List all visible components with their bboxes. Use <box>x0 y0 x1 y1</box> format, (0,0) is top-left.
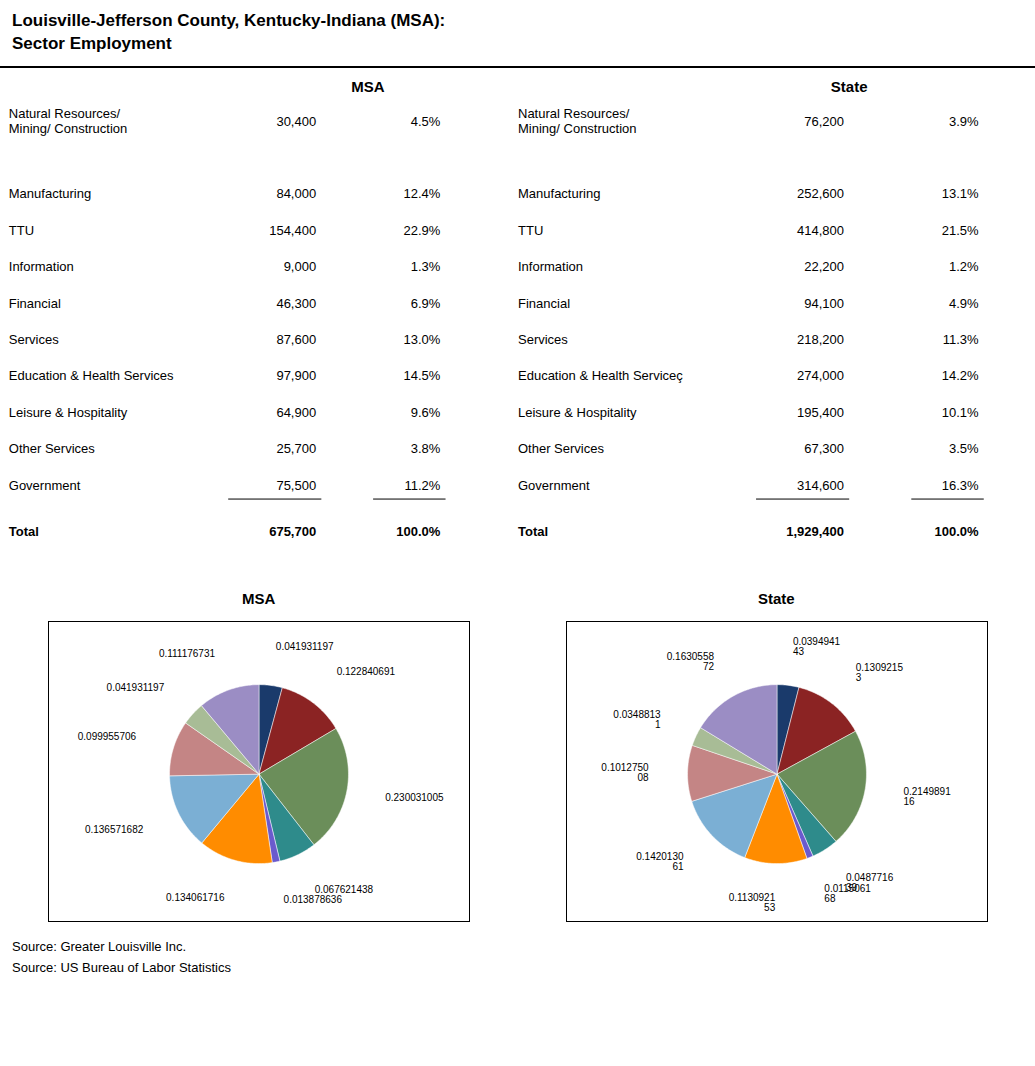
svg-text:22.9%: 22.9% <box>404 223 441 238</box>
svg-text:218,200: 218,200 <box>797 332 844 347</box>
svg-text:Government: Government <box>518 477 590 492</box>
svg-text:Leisure & Hospitality: Leisure & Hospitality <box>9 405 128 420</box>
svg-text:13.1%: 13.1% <box>942 186 979 201</box>
svg-text:TTU: TTU <box>518 223 543 238</box>
svg-text:Services: Services <box>518 332 568 347</box>
svg-text:0.111176731: 0.111176731 <box>159 648 216 659</box>
svg-text:0.013878636: 0.013878636 <box>284 894 343 905</box>
svg-text:0.136571682: 0.136571682 <box>85 824 144 835</box>
svg-text:10.1%: 10.1% <box>942 405 979 420</box>
svg-text:0.099955706: 0.099955706 <box>78 731 137 742</box>
svg-text:16.3%: 16.3% <box>942 477 979 492</box>
svg-text:1,929,400: 1,929,400 <box>786 524 844 539</box>
svg-text:Information: Information <box>9 259 74 274</box>
svg-text:4.9%: 4.9% <box>949 295 979 310</box>
svg-text:67,300: 67,300 <box>804 441 844 456</box>
svg-text:11.3%: 11.3% <box>943 332 979 347</box>
svg-text:Services: Services <box>9 332 59 347</box>
svg-text:3.8%: 3.8% <box>411 441 441 456</box>
svg-text:414,800: 414,800 <box>797 223 844 238</box>
svg-text:25,700: 25,700 <box>276 441 316 456</box>
svg-text:1.3%: 1.3% <box>411 259 441 274</box>
svg-text:Natural Resources/Mining/ Cons: Natural Resources/Mining/ Construction <box>518 106 637 137</box>
svg-text:22,200: 22,200 <box>804 259 844 274</box>
svg-text:195,400: 195,400 <box>797 405 844 420</box>
svg-text:Total: Total <box>518 524 548 539</box>
svg-text:3.5%: 3.5% <box>949 441 979 456</box>
svg-text:100.0%: 100.0% <box>396 524 441 539</box>
svg-text:1.2%: 1.2% <box>949 259 979 274</box>
svg-text:Financial: Financial <box>518 295 570 310</box>
svg-text:0.03488131: 0.03488131 <box>613 709 661 730</box>
svg-text:76,200: 76,200 <box>804 113 844 128</box>
svg-text:0.122840691: 0.122840691 <box>337 666 396 677</box>
svg-text:9,000: 9,000 <box>284 259 317 274</box>
svg-text:46,300: 46,300 <box>276 295 316 310</box>
svg-text:13.0%: 13.0% <box>404 332 441 347</box>
svg-text:Education & Health Services: Education & Health Services <box>9 368 174 383</box>
svg-text:0.101275008: 0.101275008 <box>601 762 649 783</box>
svg-text:154,400: 154,400 <box>269 223 316 238</box>
svg-text:Information: Information <box>518 259 583 274</box>
svg-text:14.5%: 14.5% <box>404 368 441 383</box>
svg-text:6.9%: 6.9% <box>411 295 441 310</box>
svg-text:Natural Resources/Mining/ Cons: Natural Resources/Mining/ Construction <box>9 106 128 137</box>
svg-text:274,000: 274,000 <box>797 368 844 383</box>
svg-text:100.0%: 100.0% <box>934 524 979 539</box>
svg-text:0.13092153: 0.13092153 <box>855 662 903 683</box>
svg-text:0.214989116: 0.214989116 <box>903 786 951 807</box>
svg-text:0.163055872: 0.163055872 <box>667 651 715 672</box>
svg-text:Manufacturing: Manufacturing <box>518 186 600 201</box>
svg-text:0.230031005: 0.230031005 <box>385 792 444 803</box>
svg-text:Total: Total <box>9 524 39 539</box>
svg-text:14.2%: 14.2% <box>942 368 979 383</box>
svg-text:84,000: 84,000 <box>276 186 316 201</box>
svg-text:252,600: 252,600 <box>797 186 844 201</box>
svg-text:94,100: 94,100 <box>804 295 844 310</box>
svg-text:675,700: 675,700 <box>269 524 316 539</box>
svg-text:0.113092153: 0.113092153 <box>728 892 775 913</box>
svg-text:3.9%: 3.9% <box>949 113 979 128</box>
svg-text:Education & Health Serviceç: Education & Health Serviceç <box>518 368 683 383</box>
svg-text:0.041931197: 0.041931197 <box>276 641 334 652</box>
svg-text:75,500: 75,500 <box>276 477 316 492</box>
svg-text:0.039494143: 0.039494143 <box>793 636 841 657</box>
svg-text:0.041931197: 0.041931197 <box>107 682 165 693</box>
svg-text:4.5%: 4.5% <box>411 113 441 128</box>
svg-text:Other Services: Other Services <box>518 441 604 456</box>
svg-text:12.4%: 12.4% <box>404 186 441 201</box>
svg-text:97,900: 97,900 <box>276 368 316 383</box>
svg-text:Manufacturing: Manufacturing <box>9 186 91 201</box>
svg-text:Financial: Financial <box>9 295 61 310</box>
svg-text:Leisure & Hospitality: Leisure & Hospitality <box>518 405 637 420</box>
svg-text:11.2%: 11.2% <box>404 477 440 492</box>
svg-text:0.142013061: 0.142013061 <box>636 851 684 872</box>
svg-text:Other Services: Other Services <box>9 441 95 456</box>
svg-text:30,400: 30,400 <box>276 113 316 128</box>
svg-text:State: State <box>831 78 868 95</box>
svg-text:0.011506168: 0.011506168 <box>824 883 871 904</box>
svg-text:21.5%: 21.5% <box>942 223 979 238</box>
svg-text:0.134061716: 0.134061716 <box>166 892 225 903</box>
svg-text:64,900: 64,900 <box>276 405 316 420</box>
svg-text:MSA: MSA <box>351 78 385 95</box>
svg-text:314,600: 314,600 <box>797 477 844 492</box>
svg-text:87,600: 87,600 <box>276 332 316 347</box>
svg-text:TTU: TTU <box>9 223 34 238</box>
svg-text:Government: Government <box>9 477 81 492</box>
svg-text:9.6%: 9.6% <box>411 405 441 420</box>
